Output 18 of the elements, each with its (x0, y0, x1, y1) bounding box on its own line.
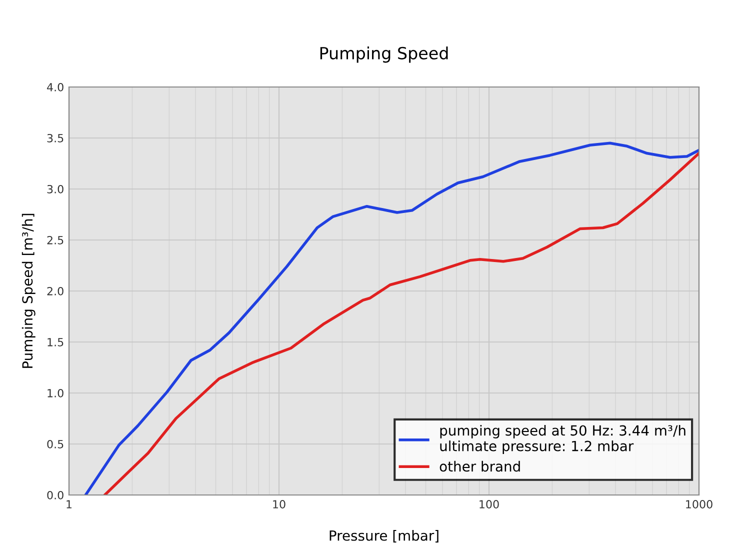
y-tick-label: 2.5 (47, 236, 64, 244)
x-tick-label: 1000 (686, 500, 712, 508)
y-tick-label: 0.5 (47, 440, 64, 448)
y-tick-label: 3.5 (47, 134, 64, 142)
x-tick-label: 1 (66, 500, 72, 508)
legend-label: pumping speed at 50 Hz: 3.44 m³/h ultimate pressure: 1.2 mbar (440, 424, 686, 454)
x-tick-label: 10 (273, 500, 286, 508)
y-tick-label: 4.0 (47, 82, 64, 92)
chart-title: Pumping Speed (320, 46, 448, 63)
y-tick-label: 2.0 (47, 286, 64, 296)
y-tick-label: 0.0 (47, 490, 64, 500)
y-tick-label: 3.0 (47, 184, 64, 194)
y-tick-label: 1.5 (48, 338, 64, 346)
y-axis-title: Pumping Speed [m³/h] (22, 214, 36, 368)
x-axis-title: Pressure [mbar] (330, 530, 438, 542)
x-tick-label: 100 (480, 500, 499, 508)
legend-label: other brand (440, 460, 520, 472)
y-tick-label: 1.0 (48, 388, 64, 398)
